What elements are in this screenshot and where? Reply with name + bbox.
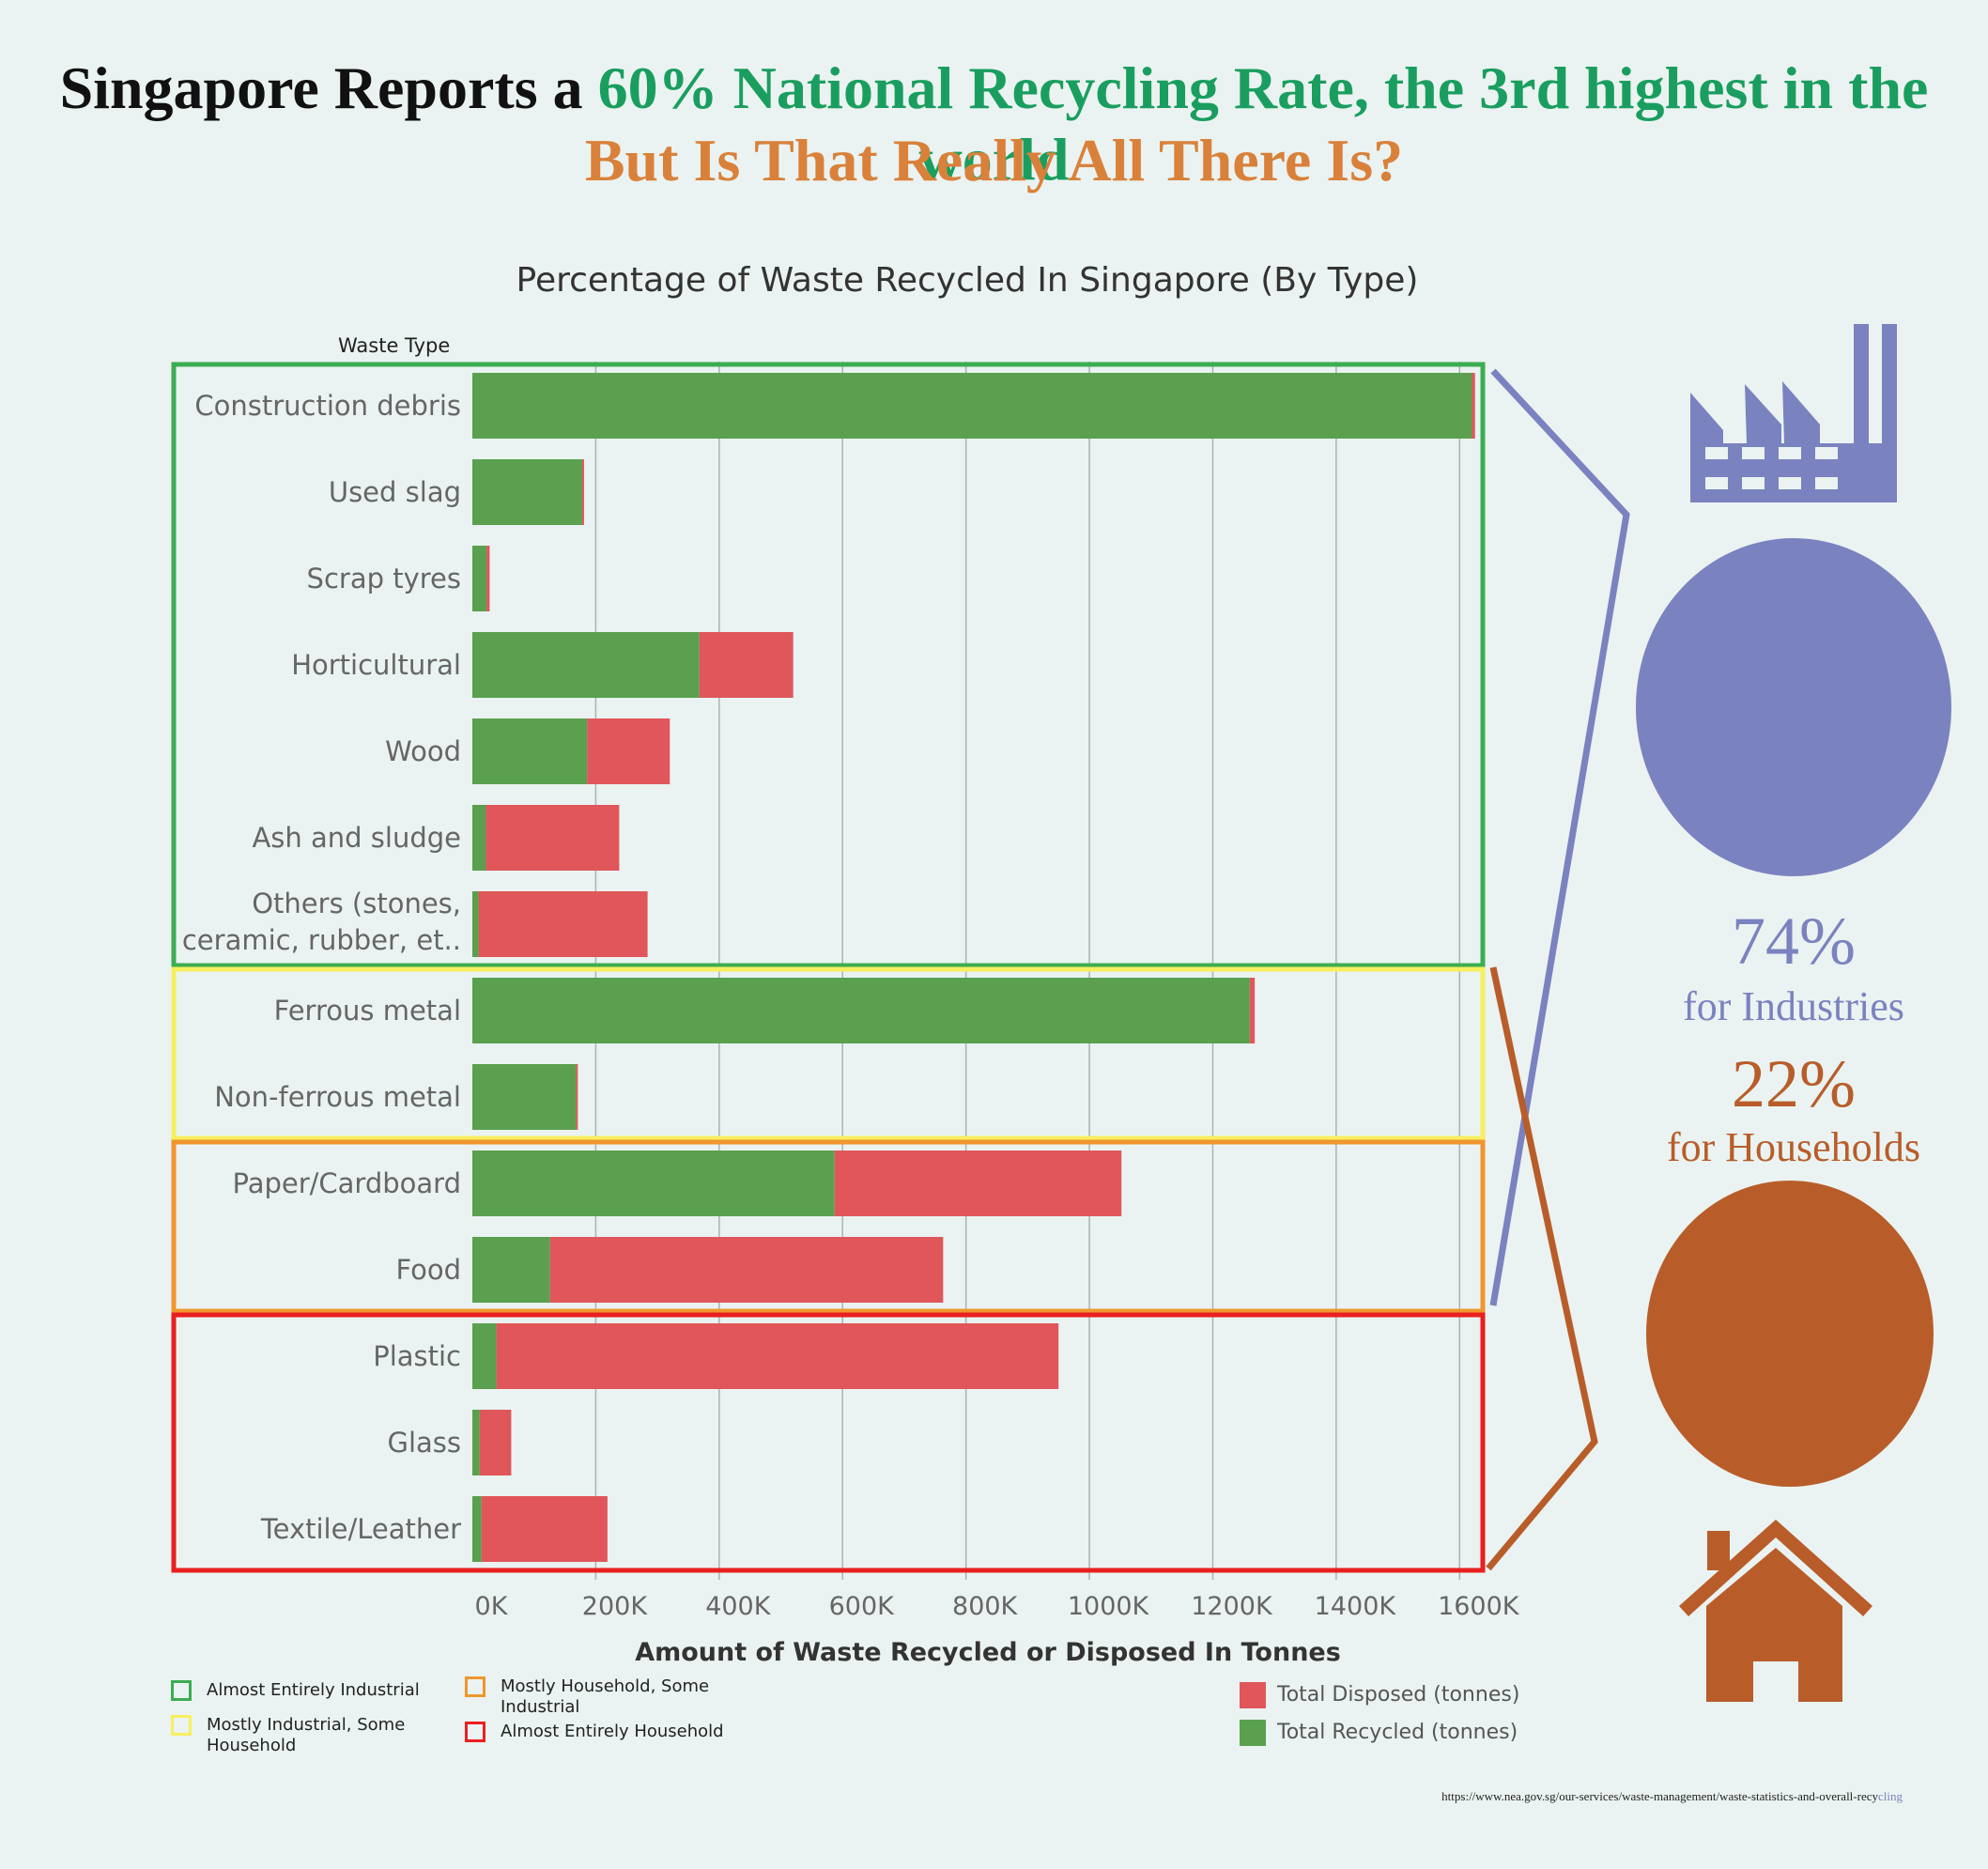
category-label: Glass bbox=[387, 1427, 461, 1459]
bar-recycled bbox=[472, 546, 487, 611]
category-label: Plastic bbox=[373, 1340, 461, 1372]
category-labels: Construction debris Used slag Scrap tyres H… bbox=[182, 390, 461, 1545]
y-axis-title: Waste Type bbox=[338, 334, 451, 357]
legend-label: Mostly Industrial, Some Household bbox=[207, 1715, 406, 1755]
bar-disposed bbox=[549, 1237, 944, 1303]
household-connector bbox=[1486, 966, 1598, 1571]
bar-recycled bbox=[472, 1237, 550, 1303]
industry-connector bbox=[1489, 368, 1630, 1306]
x-tick-label: 1600K bbox=[1438, 1592, 1520, 1621]
industry-label: for Industries bbox=[1683, 983, 1904, 1029]
category-label: Non-ferrous metal bbox=[214, 1081, 461, 1113]
legend-label: Total Disposed (tonnes) bbox=[1277, 1683, 1520, 1707]
legend-label: Almost Entirely Household bbox=[501, 1722, 724, 1741]
chart-title: Percentage of Waste Recycled In Singapor… bbox=[516, 261, 1419, 300]
category-label: Others (stones, ceramic, rubber, et.. bbox=[182, 888, 461, 956]
bar-disposed bbox=[581, 459, 584, 525]
bar-disposed bbox=[479, 1410, 512, 1475]
legend-group-household: Almost Entirely Household bbox=[465, 1722, 724, 1742]
headline-line-2: But Is That Really All There Is? bbox=[584, 127, 1404, 193]
bar-disposed bbox=[486, 546, 490, 611]
house-icon bbox=[1679, 1520, 1872, 1702]
legend-series-recycled: Total Recycled (tonnes) bbox=[1240, 1720, 1518, 1746]
group-box bbox=[171, 1139, 1486, 1314]
bar-recycled bbox=[472, 891, 479, 957]
category-label: Ferrous metal bbox=[274, 995, 461, 1027]
legend-swatch bbox=[465, 1676, 485, 1697]
bar-recycled bbox=[472, 1323, 497, 1389]
bar-disposed bbox=[587, 718, 670, 784]
bar-recycled bbox=[472, 373, 1472, 439]
x-tick-label: 0K bbox=[475, 1592, 509, 1621]
category-label: Paper/Cardboard bbox=[233, 1167, 461, 1199]
bar-recycled bbox=[472, 718, 588, 784]
source-url-tail: cling bbox=[1878, 1789, 1903, 1803]
legend-swatch bbox=[1240, 1682, 1266, 1708]
category-label: Textile/Leather bbox=[260, 1513, 461, 1545]
x-tick-label: 1000K bbox=[1068, 1592, 1150, 1621]
headline-part-2: 60% National Recycling Rate, the 3rd hig… bbox=[597, 54, 1929, 193]
x-tick-label: 800K bbox=[952, 1592, 1019, 1621]
bar-recycled bbox=[472, 1151, 835, 1216]
legend-group-mostly-household: Mostly Household, Some Industrial bbox=[465, 1676, 737, 1718]
household-circle bbox=[1646, 1181, 1934, 1487]
bar-disposed bbox=[699, 632, 794, 698]
group-boxes bbox=[171, 362, 1486, 1573]
group-box bbox=[171, 966, 1486, 1141]
headline-part-1: Singapore Reports a bbox=[59, 54, 598, 121]
bar-disposed bbox=[1472, 373, 1475, 439]
x-axis-title: Amount of Waste Recycled or Disposed In … bbox=[635, 1638, 1341, 1667]
bar-disposed bbox=[485, 805, 620, 871]
bar-disposed bbox=[478, 891, 648, 957]
bar-recycled bbox=[472, 978, 1250, 1043]
category-label: Construction debris bbox=[194, 390, 461, 422]
x-tick-label: 400K bbox=[705, 1592, 772, 1621]
group-box bbox=[171, 1312, 1486, 1573]
bar-recycled bbox=[472, 1410, 480, 1475]
x-tick-labels: 0K 200K 400K 600K 800K 1000K 1200K 1400K 1600K bbox=[475, 1592, 1520, 1621]
legend-label: Almost Entirely Industrial bbox=[207, 1680, 420, 1700]
household-label: for Households bbox=[1666, 1124, 1921, 1170]
industry-circle bbox=[1636, 538, 1951, 876]
x-tick-label: 1200K bbox=[1191, 1592, 1273, 1621]
bar-disposed bbox=[481, 1496, 608, 1562]
bar-recycled bbox=[472, 632, 700, 698]
x-tick-label: 200K bbox=[582, 1592, 649, 1621]
bar-disposed bbox=[834, 1151, 1122, 1216]
legend-label: Mostly Household, Some Industrial bbox=[501, 1676, 710, 1717]
category-label: Scrap tyres bbox=[307, 563, 461, 595]
industry-percentage: 74% bbox=[1732, 904, 1856, 979]
bar-recycled bbox=[472, 1496, 482, 1562]
legend-swatch bbox=[171, 1715, 192, 1736]
household-percentage: 22% bbox=[1732, 1046, 1856, 1121]
bar-disposed bbox=[496, 1323, 1059, 1389]
category-label: Ash and sludge bbox=[252, 822, 461, 854]
legend-group-industrial: Almost Entirely Industrial bbox=[171, 1680, 420, 1701]
legend-label: Total Recycled (tonnes) bbox=[1277, 1721, 1518, 1744]
source-url-main: https://www.nea.gov.sg/our-services/wast… bbox=[1441, 1789, 1878, 1803]
legend-series-disposed: Total Disposed (tonnes) bbox=[1240, 1682, 1519, 1708]
legend-swatch bbox=[171, 1680, 192, 1701]
bar-disposed bbox=[1249, 978, 1256, 1043]
legend-swatch bbox=[465, 1722, 485, 1742]
x-tick-label: 1400K bbox=[1315, 1592, 1397, 1621]
group-box bbox=[171, 362, 1486, 968]
source-link[interactable]: https://www.nea.gov.sg/our-services/wast… bbox=[1441, 1789, 1903, 1804]
category-label: Food bbox=[395, 1254, 461, 1286]
legend-group-mostly-industrial: Mostly Industrial, Some Household bbox=[171, 1715, 443, 1756]
bars bbox=[472, 373, 1475, 1562]
bar-disposed bbox=[576, 1064, 578, 1130]
bar-recycled bbox=[472, 805, 486, 871]
legend-swatch bbox=[1240, 1720, 1266, 1746]
factory-icon bbox=[1690, 324, 1897, 502]
headline-line-1: Singapore Reports a 60% National Recycli… bbox=[0, 53, 1988, 195]
x-tick-label: 600K bbox=[829, 1592, 896, 1621]
bar-recycled bbox=[472, 459, 582, 525]
category-label: Horticultural bbox=[291, 649, 461, 681]
category-label: Wood bbox=[385, 735, 461, 767]
bar-recycled bbox=[472, 1064, 577, 1130]
category-label: Used slag bbox=[329, 476, 461, 508]
